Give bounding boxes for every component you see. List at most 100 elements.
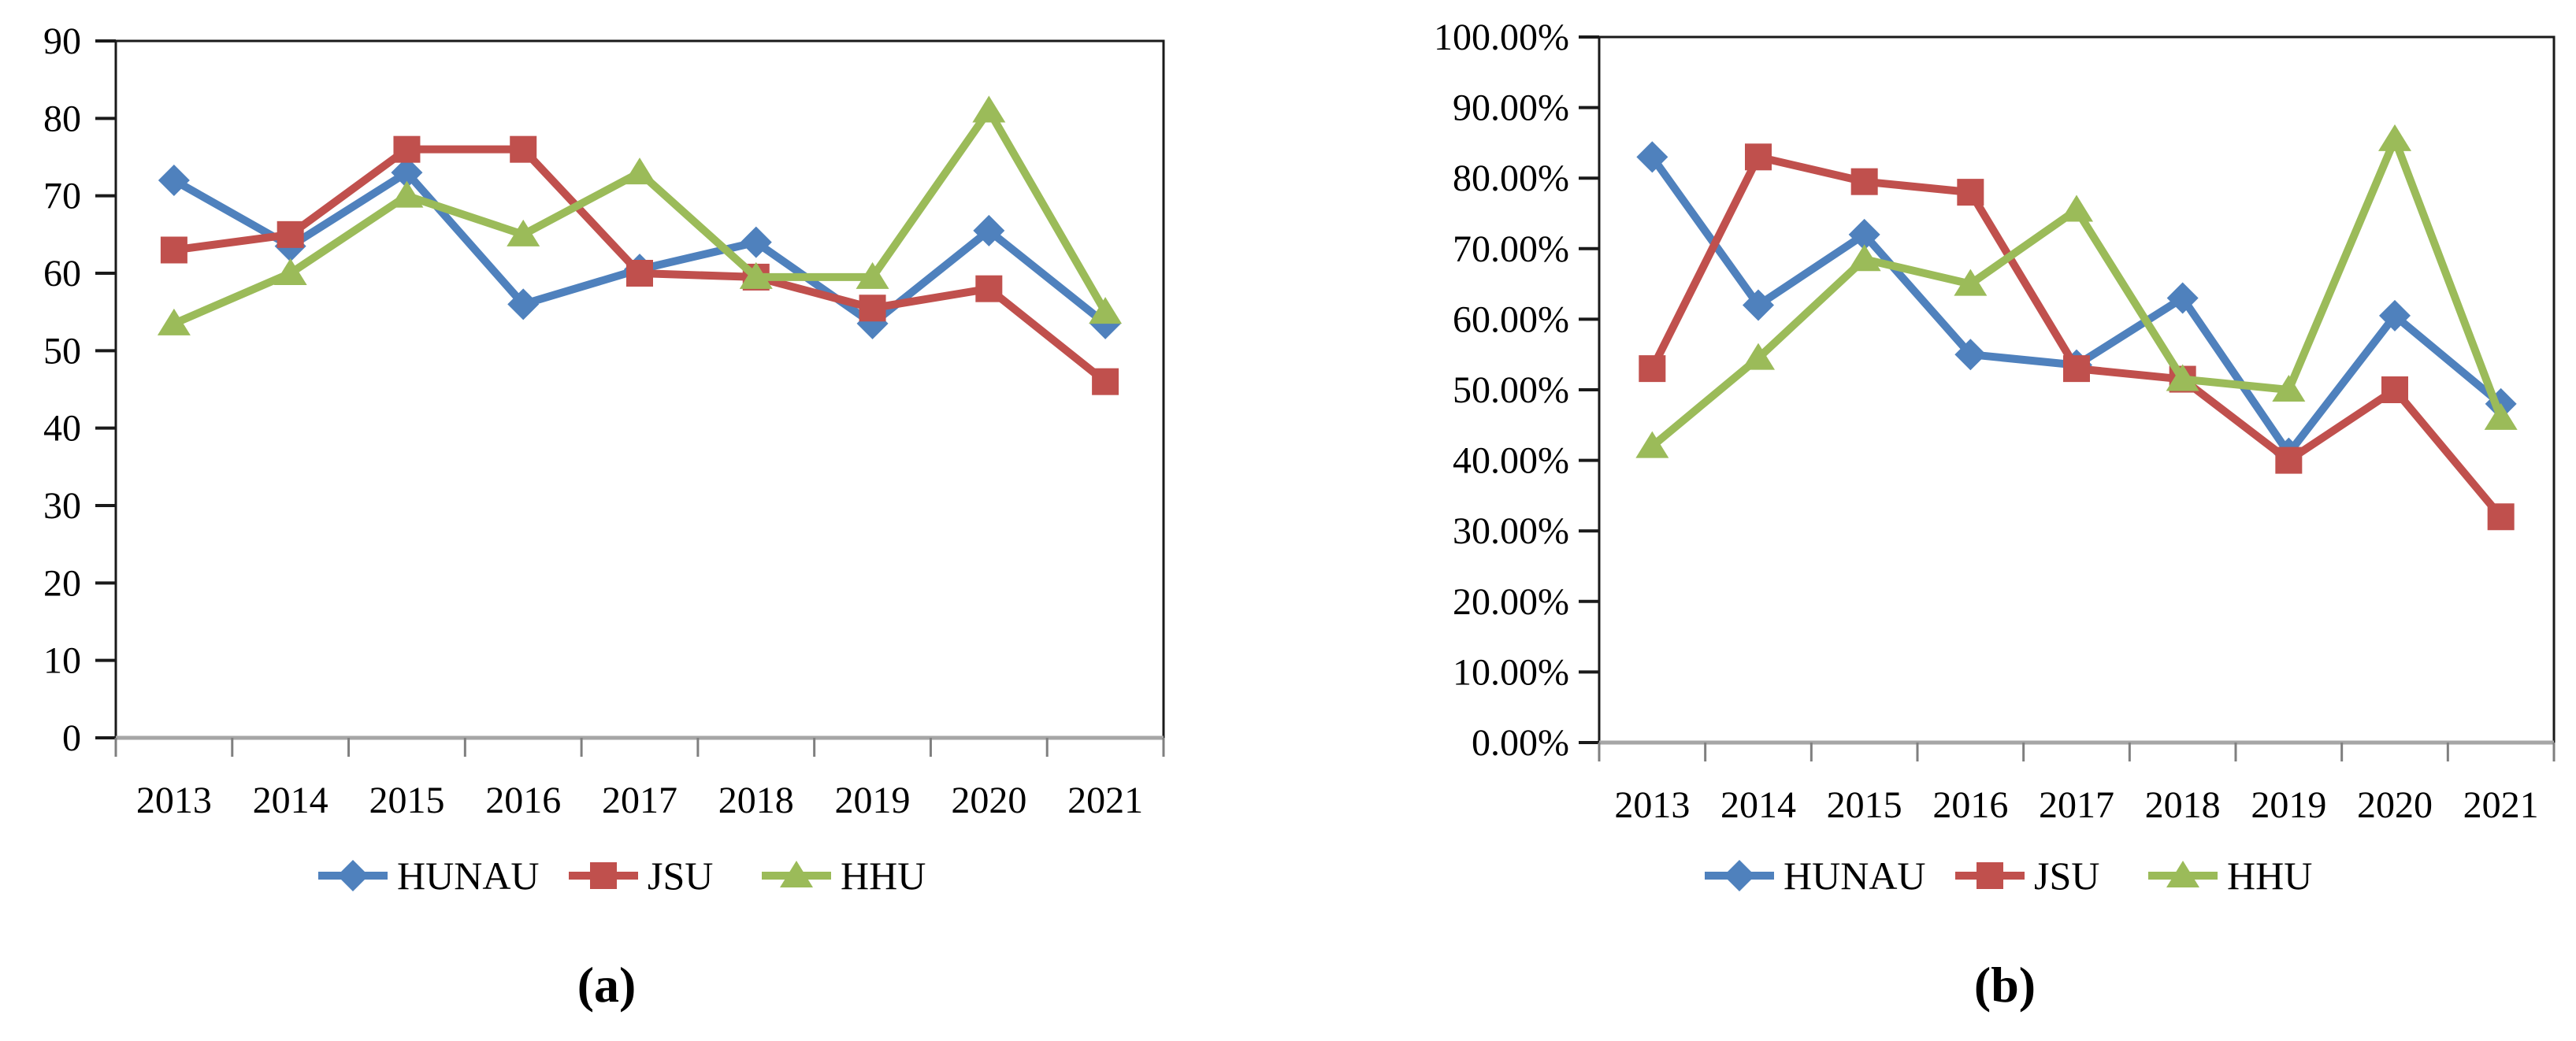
diamond-marker <box>337 860 369 891</box>
line-chart-a: 0 10 20 30 40 50 60 70 80 90 2013 2014 2015 2016 2017 2… <box>43 20 1165 898</box>
x-tick-label: 2019 <box>2251 784 2326 826</box>
triangle-marker <box>390 180 424 208</box>
y-tick-label: 10.00% <box>1453 651 1569 693</box>
triangle-marker <box>507 219 540 246</box>
legend-item-hunau: HUNAU <box>318 854 540 898</box>
y-tick-label: 30 <box>43 485 81 527</box>
y-tick-label: 80.00% <box>1453 157 1569 199</box>
x-tick-label: 2013 <box>136 780 212 821</box>
caption-b: (b) <box>1974 957 2036 1013</box>
diamond-marker <box>2166 282 2199 314</box>
triangle-marker <box>273 258 307 285</box>
triangle-marker <box>2484 402 2518 430</box>
y-tick-label: 20.00% <box>1453 581 1569 623</box>
plot-border <box>114 39 1165 738</box>
y-tick-label: 80 <box>43 98 81 139</box>
x-tick-label: 2017 <box>602 780 677 821</box>
legend-label: HUNAU <box>397 854 540 898</box>
diamond-marker <box>1636 141 1668 173</box>
y-tick-label: 90 <box>43 20 81 62</box>
square-marker <box>277 220 304 248</box>
square-marker <box>1639 355 1666 383</box>
y-tick-label: 20 <box>43 562 81 604</box>
square-marker <box>2063 355 2090 383</box>
diamond-marker <box>391 157 423 189</box>
x-tick-label: 2014 <box>1720 784 1796 826</box>
y-tick-label: 100.00% <box>1434 17 1569 58</box>
x-tick-label: 2020 <box>951 780 1026 821</box>
line-chart-b: 0.00% 10.00% 20.00% 30.00% 40.00% 50.00% 60.00… <box>1434 17 2556 898</box>
triangle-marker <box>2166 861 2199 887</box>
square-marker <box>1092 368 1119 395</box>
legend-item-hhu: HHU <box>2148 854 2312 898</box>
x-tick-label: 2018 <box>718 780 794 821</box>
y-tick-label: 30.00% <box>1453 510 1569 552</box>
square-marker <box>1957 179 1984 206</box>
square-marker <box>160 236 187 264</box>
triangle-marker <box>2166 364 2199 391</box>
diamond-marker <box>2379 299 2411 332</box>
x-tick-label: 2016 <box>485 780 561 821</box>
square-marker <box>1745 143 1772 171</box>
square-marker <box>1850 168 1878 195</box>
x-tick-label: 2021 <box>2463 784 2539 826</box>
square-marker <box>859 295 886 322</box>
x-tick-label: 2021 <box>1067 780 1143 821</box>
triangle-marker <box>780 861 813 887</box>
triangle-marker <box>1089 297 1123 324</box>
x-tick-label: 2018 <box>2145 784 2221 826</box>
square-marker <box>590 862 617 889</box>
square-marker <box>393 135 421 163</box>
y-tick-label: 10 <box>43 640 81 682</box>
legend-label: JSU <box>648 854 713 898</box>
y-tick-label: 40 <box>43 408 81 450</box>
legend-label: JSU <box>2034 854 2099 898</box>
square-marker <box>2275 446 2303 474</box>
diamond-marker <box>507 288 540 320</box>
triangle-marker <box>1742 343 1775 370</box>
triangle-marker <box>2272 375 2306 402</box>
x-tick-label: 2020 <box>2357 784 2433 826</box>
x-tick-label: 2015 <box>369 780 444 821</box>
triangle-marker <box>2378 124 2411 151</box>
legend-item-hunau: HUNAU <box>1705 854 1926 898</box>
diamond-marker <box>973 214 1005 246</box>
x-tick-label: 2013 <box>1614 784 1690 826</box>
y-tick-label: 70.00% <box>1453 228 1569 270</box>
diamond-marker <box>740 226 772 258</box>
square-marker <box>2487 503 2515 531</box>
triangle-marker <box>1635 431 1669 458</box>
square-marker <box>626 260 653 287</box>
caption-a: (a) <box>577 957 637 1013</box>
triangle-marker <box>157 308 191 335</box>
y-tick-label: 0 <box>62 717 81 759</box>
y-tick-label: 50 <box>43 330 81 372</box>
diamond-marker <box>1724 860 1755 891</box>
diamond-marker <box>158 165 190 196</box>
plot-border <box>1598 35 2556 743</box>
square-marker <box>1977 862 2003 889</box>
y-tick-label: 60.00% <box>1453 298 1569 340</box>
x-tick-label: 2015 <box>1827 784 1902 826</box>
x-tick-label: 2014 <box>253 780 328 821</box>
diamond-marker <box>1848 218 1880 250</box>
y-tick-label: 0.00% <box>1472 722 1569 764</box>
x-tick-label: 2016 <box>1932 784 2008 826</box>
legend-item-hhu: HHU <box>762 854 926 898</box>
triangle-marker <box>623 157 656 185</box>
legend-label: HHU <box>2227 854 2312 898</box>
legend-label: HUNAU <box>1784 854 1926 898</box>
y-tick-label: 90.00% <box>1453 87 1569 129</box>
series-line-hunau <box>169 169 1110 328</box>
triangle-marker <box>1954 269 1988 296</box>
triangle-marker <box>2060 194 2093 222</box>
y-tick-label: 70 <box>43 176 81 217</box>
square-marker <box>510 135 537 163</box>
y-tick-label: 40.00% <box>1453 440 1569 482</box>
y-tick-label: 60 <box>43 253 81 295</box>
legend-item-jsu: JSU <box>1955 854 2099 898</box>
diamond-marker <box>1954 339 1987 371</box>
legend-item-jsu: JSU <box>569 854 713 898</box>
triangle-marker <box>1847 244 1881 272</box>
